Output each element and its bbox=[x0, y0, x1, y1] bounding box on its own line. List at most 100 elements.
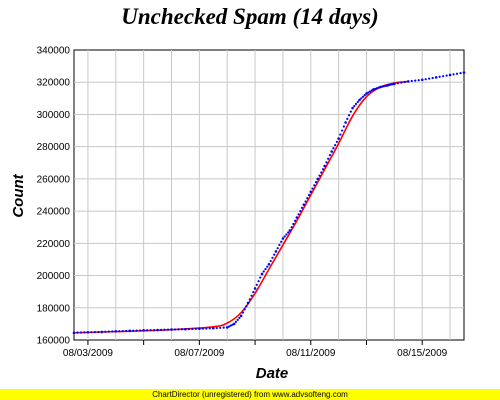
data-point-dot bbox=[346, 117, 349, 120]
data-point-dot bbox=[287, 231, 290, 234]
data-point-dot bbox=[229, 324, 232, 327]
data-point bbox=[365, 92, 368, 95]
data-point-dot bbox=[280, 240, 283, 243]
data-point-dot bbox=[248, 298, 251, 301]
data-point bbox=[128, 329, 132, 333]
x-tick-label: 08/15/2009 bbox=[397, 348, 447, 359]
x-tick-label: 08/03/2009 bbox=[63, 348, 113, 359]
data-point-dot bbox=[177, 328, 180, 331]
data-point bbox=[448, 73, 452, 77]
data-point-dot bbox=[215, 326, 218, 330]
data-point-dot bbox=[97, 330, 100, 334]
data-point-dot bbox=[273, 253, 276, 256]
data-point-dot bbox=[368, 90, 372, 93]
data-point bbox=[281, 237, 285, 240]
data-point-dot bbox=[135, 329, 138, 332]
data-point bbox=[337, 137, 340, 140]
data-point-dot bbox=[382, 85, 386, 88]
data-point-dot bbox=[347, 114, 351, 117]
data-point-dot bbox=[300, 206, 304, 209]
y-tick-label: 320000 bbox=[37, 78, 71, 89]
data-point bbox=[86, 330, 90, 334]
data-point-dot bbox=[266, 265, 269, 268]
data-point-dot bbox=[459, 72, 462, 75]
data-point bbox=[288, 229, 292, 232]
x-tick-label: 08/11/2009 bbox=[286, 348, 336, 359]
data-point-dot bbox=[417, 79, 420, 82]
data-point bbox=[379, 85, 382, 89]
data-point-dot bbox=[187, 327, 191, 331]
data-point-dot bbox=[403, 80, 406, 84]
data-point-dot bbox=[374, 87, 377, 90]
data-point bbox=[260, 272, 264, 276]
data-point-dot bbox=[243, 308, 246, 311]
data-point-dot bbox=[321, 168, 325, 171]
data-point bbox=[114, 330, 118, 333]
data-point-dot bbox=[313, 184, 316, 187]
data-point bbox=[323, 164, 327, 168]
data-point-dot bbox=[125, 329, 128, 333]
data-point-dot bbox=[104, 330, 107, 333]
y-tick-label: 200000 bbox=[37, 271, 71, 282]
data-point-dot bbox=[445, 74, 448, 77]
y-tick-label: 300000 bbox=[37, 110, 71, 121]
data-point bbox=[232, 322, 236, 326]
data-point bbox=[295, 216, 299, 219]
data-point-dot bbox=[294, 219, 297, 222]
data-point-dot bbox=[269, 259, 272, 263]
y-axis-title: Count bbox=[10, 173, 27, 217]
data-point bbox=[253, 287, 257, 290]
data-point bbox=[386, 84, 389, 87]
data-point-dot bbox=[306, 197, 309, 200]
data-point bbox=[274, 250, 278, 253]
data-point-dot bbox=[271, 256, 274, 259]
data-point bbox=[420, 78, 424, 82]
data-point-dot bbox=[118, 330, 121, 333]
footer-banner: ChartDirector (unregistered) from www.ad… bbox=[0, 389, 500, 400]
data-point-dot bbox=[236, 318, 239, 321]
data-point-dot bbox=[396, 82, 399, 85]
data-point-dot bbox=[381, 85, 384, 88]
x-axis-title: Date bbox=[256, 365, 289, 382]
data-point-dot bbox=[264, 268, 267, 271]
series-line bbox=[73, 80, 409, 334]
data-point-dot bbox=[304, 200, 307, 203]
data-point-dot bbox=[442, 75, 445, 78]
data-point bbox=[198, 327, 201, 331]
data-point-dot bbox=[250, 294, 253, 297]
data-point-dot bbox=[205, 327, 208, 330]
data-point-dot bbox=[278, 243, 281, 247]
data-point-dot bbox=[166, 328, 170, 331]
data-point-dot bbox=[455, 72, 459, 75]
data-point-dot bbox=[318, 174, 321, 177]
data-point-dot bbox=[438, 75, 441, 78]
data-point-dot bbox=[363, 94, 366, 97]
data-point-dot bbox=[76, 331, 79, 334]
data-point bbox=[156, 328, 159, 332]
data-point-dot bbox=[452, 73, 455, 76]
data-point-dot bbox=[194, 327, 197, 330]
data-point bbox=[330, 150, 333, 153]
data-point-dot bbox=[132, 329, 135, 332]
data-point-dot bbox=[241, 311, 244, 314]
data-point-dot bbox=[90, 331, 93, 334]
y-axis-ticks: 160000 180000 200000 220000 240000 260000 2800… bbox=[37, 46, 71, 347]
data-point-dot bbox=[259, 276, 262, 279]
y-tick-label: 280000 bbox=[37, 142, 71, 153]
data-point bbox=[225, 326, 229, 329]
data-point-dot bbox=[227, 325, 231, 328]
x-axis-ticks: 08/03/2009 08/07/2009 08/11/2009 08/15/2009 bbox=[63, 340, 448, 359]
series bbox=[72, 71, 466, 335]
data-point bbox=[142, 329, 145, 332]
data-point-dot bbox=[208, 327, 211, 330]
data-point bbox=[344, 121, 347, 124]
data-point-dot bbox=[252, 290, 255, 294]
data-point bbox=[434, 76, 438, 79]
data-point-dot bbox=[149, 329, 152, 332]
y-tick-label: 260000 bbox=[37, 174, 71, 185]
data-point bbox=[184, 327, 187, 331]
grid bbox=[74, 50, 464, 340]
data-point-dot bbox=[93, 331, 96, 334]
x-tick-label: 08/07/2009 bbox=[174, 348, 224, 359]
data-point-dot bbox=[327, 157, 330, 160]
